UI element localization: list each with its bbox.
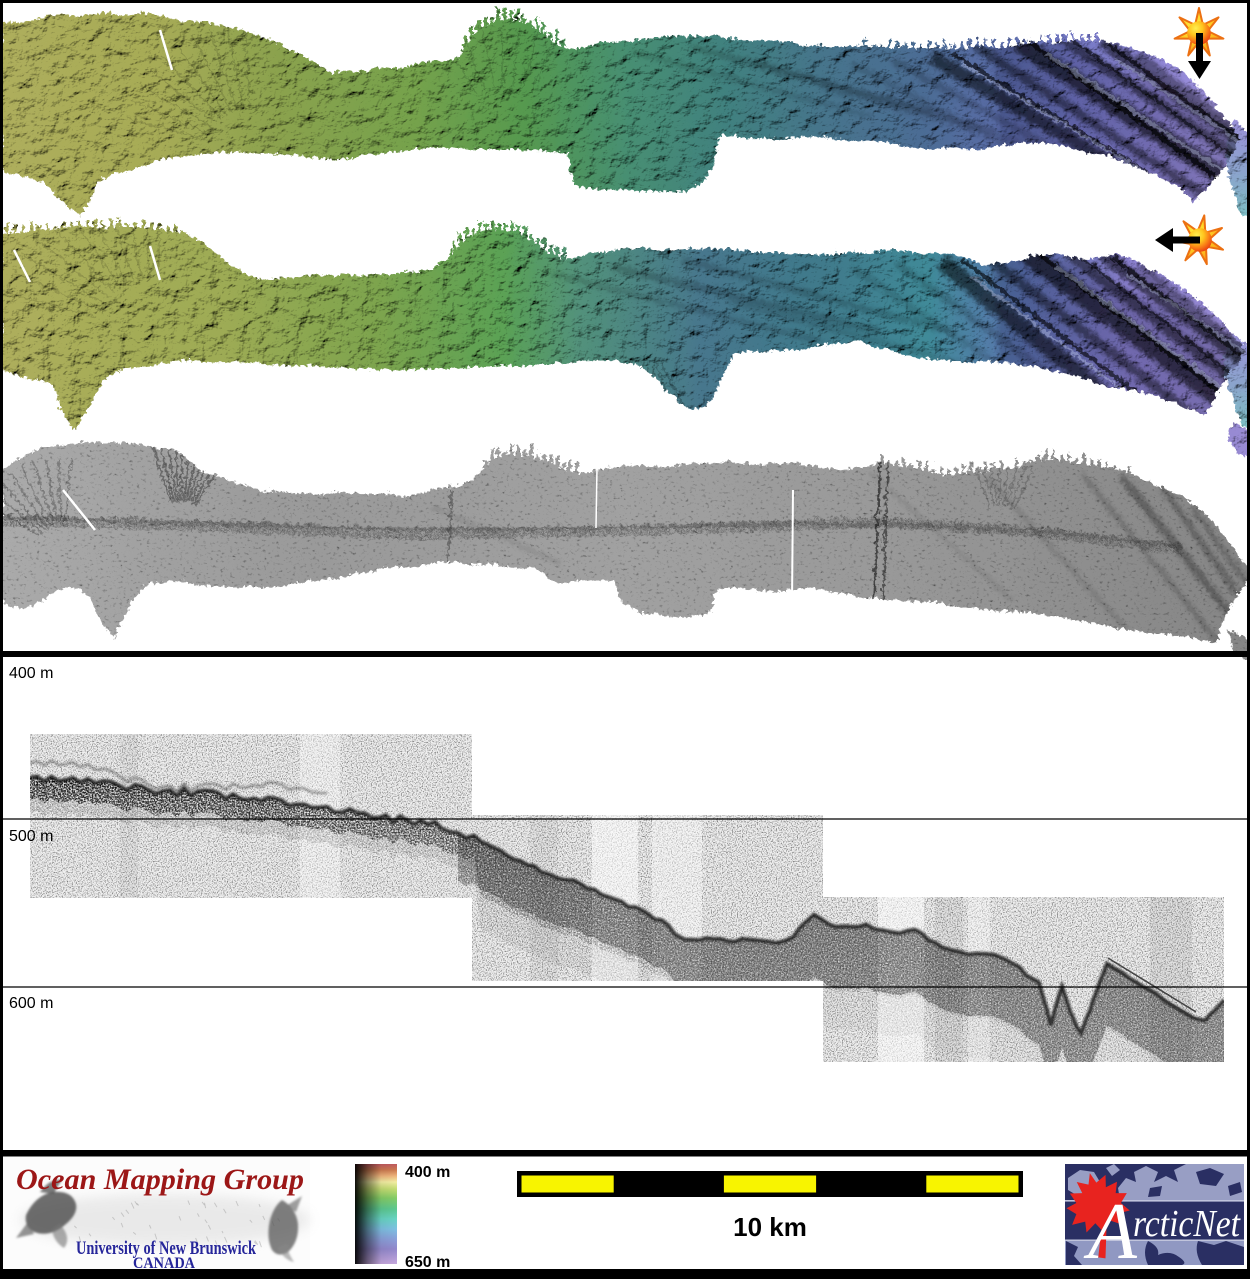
svg-text:Ocean Mapping Group: Ocean Mapping Group bbox=[16, 1163, 304, 1196]
svg-text:650 m: 650 m bbox=[405, 1254, 450, 1271]
svg-text:University of New Brunswick: University of New Brunswick bbox=[76, 1238, 256, 1259]
svg-text:rcticNet: rcticNet bbox=[1133, 1203, 1241, 1245]
svg-text:500 m: 500 m bbox=[9, 828, 53, 845]
svg-text:400 m: 400 m bbox=[9, 665, 53, 682]
svg-text:400 m: 400 m bbox=[405, 1164, 450, 1181]
svg-text:10 km: 10 km bbox=[733, 1212, 807, 1242]
svg-text:A: A bbox=[1083, 1188, 1138, 1276]
svg-text:600 m: 600 m bbox=[9, 995, 53, 1012]
svg-text:CANADA: CANADA bbox=[133, 1255, 195, 1272]
